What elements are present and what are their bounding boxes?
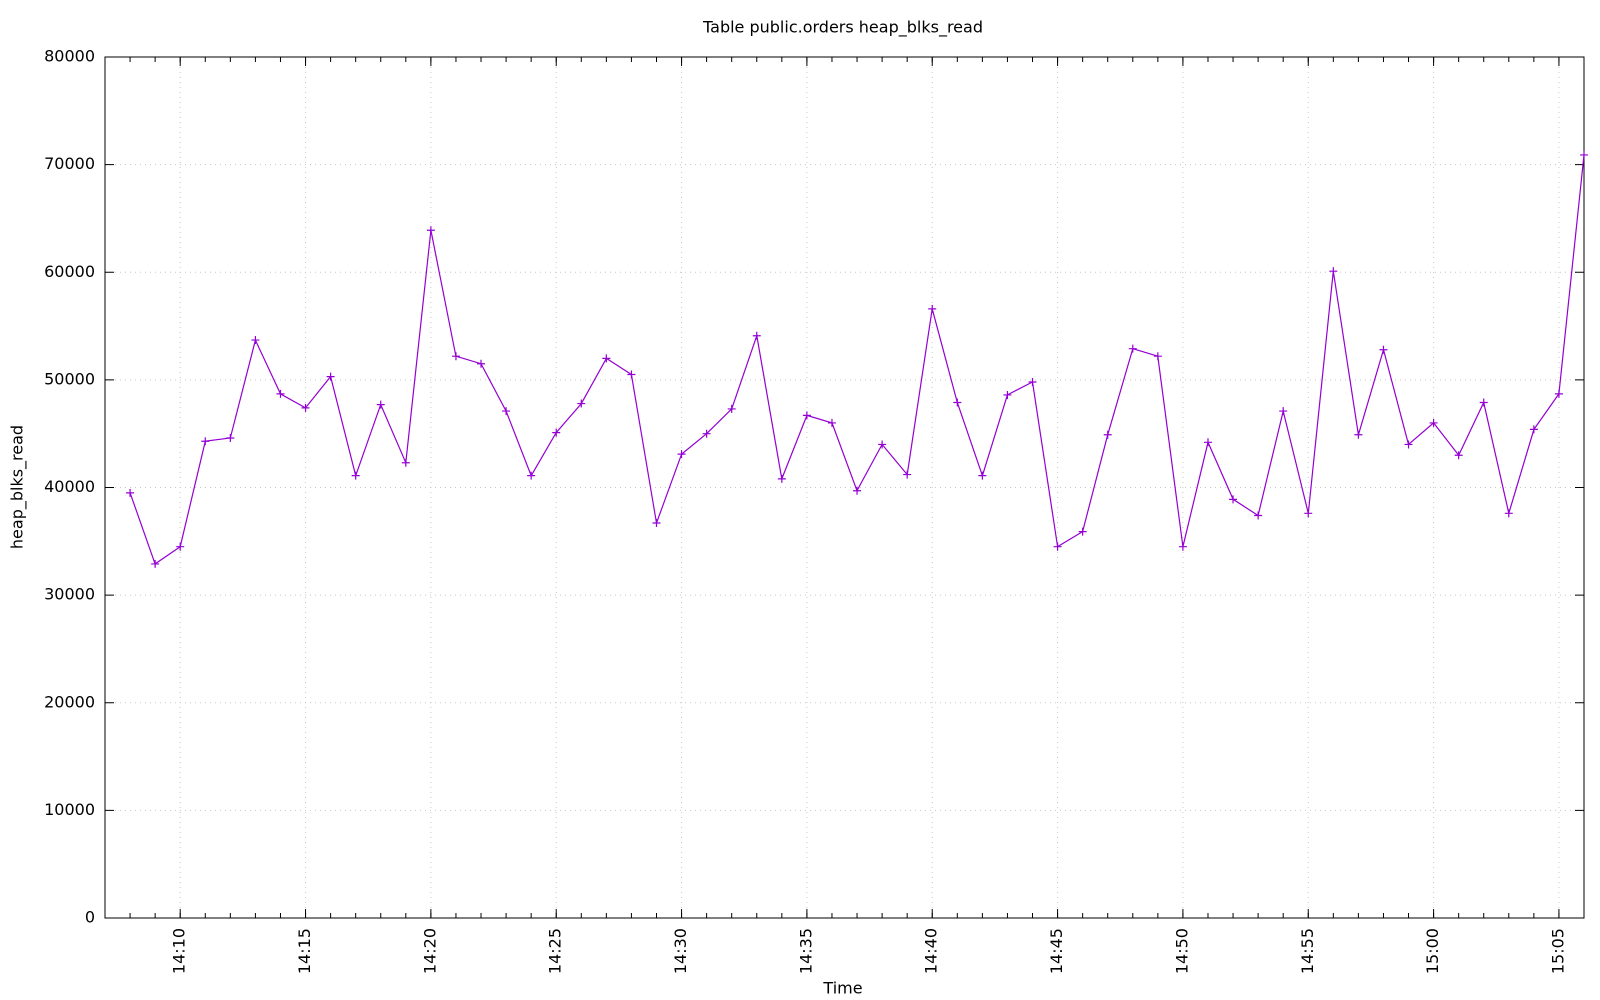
point-marker [953,398,962,407]
point-marker [151,559,160,568]
point-marker [552,428,561,437]
point-marker [126,488,135,497]
plot-border [104,56,1585,919]
point-marker [677,450,686,459]
point-marker [1279,407,1288,416]
x-tick-label: 14:50 [1172,928,1191,974]
x-tick-label: 14:45 [1047,928,1066,974]
y-tick-label: 0 [85,908,95,927]
point-marker [1003,390,1012,399]
point-marker [652,519,661,528]
point-marker [777,474,786,483]
y-tick-label: 60000 [44,262,95,281]
point-marker [978,471,987,480]
point-marker [627,370,636,379]
point-marker [376,400,385,409]
point-marker [201,437,210,446]
y-tick-label: 50000 [44,369,95,388]
point-marker [176,542,185,551]
point-marker [802,411,811,420]
point-marker [1203,438,1212,447]
point-marker [502,407,511,416]
point-marker [527,471,536,480]
point-marker [1454,451,1463,460]
point-marker [1404,440,1413,449]
x-tick-label: 15:00 [1423,928,1442,974]
y-tick-label: 30000 [44,585,95,604]
point-marker [451,352,460,361]
x-tick-label: 14:55 [1298,928,1317,974]
point-marker [727,404,736,413]
x-tick-label: 14:20 [420,928,439,974]
x-tick-label: 14:25 [546,928,565,974]
point-marker [1354,430,1363,439]
point-marker [827,418,836,427]
point-marker [351,471,360,480]
y-tick-label: 20000 [44,692,95,711]
point-marker [401,458,410,467]
y-axis-label: heap_blks_read [8,425,28,549]
x-tick-label: 14:10 [170,928,189,974]
point-marker [1580,150,1588,159]
point-marker [1329,267,1338,276]
y-tick-label: 40000 [44,477,95,496]
point-marker [1229,495,1238,504]
x-tick-label: 15:05 [1548,928,1567,974]
point-marker [301,403,310,412]
x-tick-label: 14:30 [671,928,690,974]
y-tick-label: 70000 [44,154,95,173]
y-tick-label: 80000 [44,47,95,66]
point-marker [903,470,912,479]
x-tick-label: 14:40 [922,928,941,974]
point-marker [276,389,285,398]
point-marker [226,433,235,442]
point-marker [1153,352,1162,361]
chart-title: Table public.orders heap_blks_read [702,18,983,38]
point-marker [426,226,435,235]
point-marker [928,304,937,313]
x-tick-label: 14:35 [796,928,815,974]
point-marker [1504,509,1513,518]
point-marker [1529,425,1538,434]
point-marker [1053,542,1062,551]
point-marker [577,399,586,408]
point-marker [1304,509,1313,518]
point-marker [251,336,260,345]
point-marker [1103,430,1112,439]
point-marker [1178,542,1187,551]
point-marker [1078,527,1087,536]
x-tick-label: 14:15 [295,928,314,974]
point-marker [752,331,761,340]
point-marker [602,354,611,363]
point-marker [878,440,887,449]
point-marker [477,359,486,368]
point-marker [1479,398,1488,407]
point-marker [1554,389,1563,398]
x-axis-label: Time [822,979,862,998]
y-tick-label: 10000 [44,800,95,819]
point-marker [702,429,711,438]
point-marker [1254,511,1263,520]
point-marker [1429,418,1438,427]
point-marker [1128,344,1137,353]
point-marker [326,372,335,381]
point-marker [1379,345,1388,354]
point-marker [1028,378,1037,387]
point-marker [853,486,862,495]
